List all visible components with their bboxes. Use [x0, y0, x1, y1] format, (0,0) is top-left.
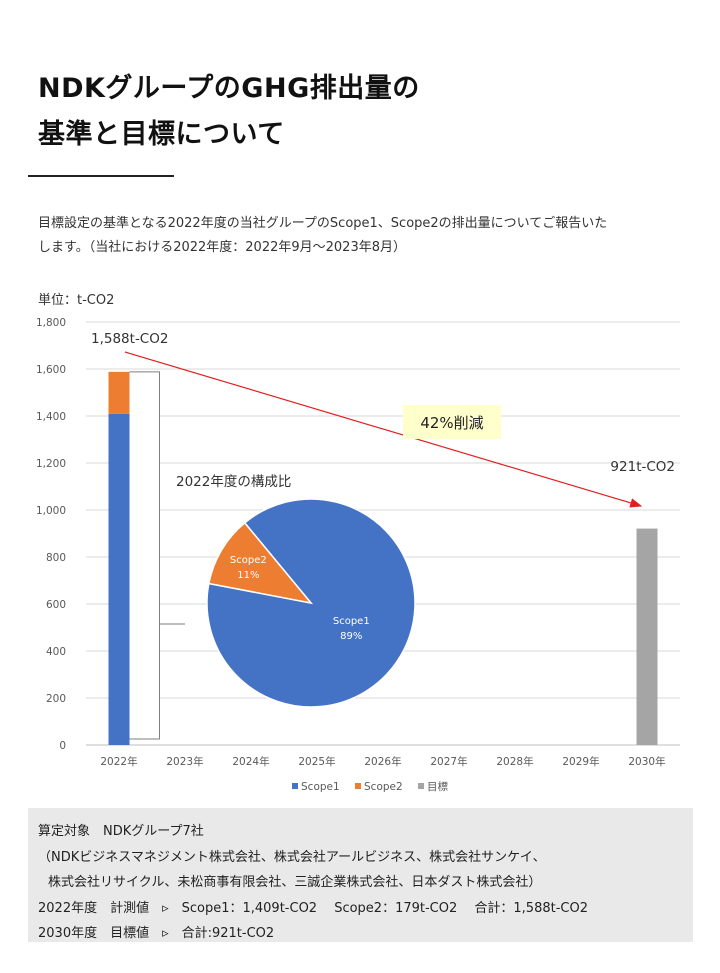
- legend-label: Scope1: [301, 781, 340, 793]
- unit-label: 単位：t-CO2: [38, 293, 115, 308]
- pie-title: 2022年度の構成比: [176, 474, 291, 490]
- pie-chart: 2022年度の構成比 Scope1 89% Scope2 11%: [176, 474, 416, 708]
- legend-swatch-Scope1: [292, 783, 298, 789]
- pie-slice-Scope2: [207, 521, 313, 605]
- legend-swatch-目標: [418, 783, 424, 789]
- x-tick-label: 2028年: [496, 755, 533, 768]
- page-title: NDKグループのGHG排出量の 基準と目標について: [38, 66, 420, 158]
- emissions-chart: 0 200 400 600 800 1,000 1,200 1,400 1,600 1,800 2…: [36, 317, 680, 793]
- y-tick-label: 1,800: [36, 317, 66, 329]
- pie-label-percent: 89%: [340, 631, 362, 642]
- legend-label: Scope2: [364, 781, 403, 793]
- x-tick-label: 2029年: [562, 755, 599, 768]
- legend: Scope1 Scope2 目標: [292, 780, 448, 793]
- x-tick-label: 2025年: [298, 755, 335, 768]
- info-line-4: 2022年度 計測値 ▹ Scope1：1,409t-CO2 Scope2：17…: [38, 900, 588, 916]
- y-tick-label: 1,000: [36, 505, 66, 517]
- start-value-label: 1,588t-CO2: [91, 331, 168, 347]
- intro-line-1: 目標設定の基準となる2022年度の当社グループのScope1、Scope2の排出…: [38, 216, 608, 231]
- x-tick-label: 2027年: [430, 755, 467, 768]
- legend-swatch-Scope2: [355, 783, 361, 789]
- legend-label: 目標: [427, 780, 448, 793]
- pie-label-name: Scope2: [230, 555, 267, 566]
- x-tick-label: 2024年: [232, 755, 269, 768]
- reduction-arrow: [124, 351, 643, 508]
- bar-callout-frame: [129, 371, 160, 740]
- y-tick-label: 800: [46, 552, 66, 564]
- reduction-badge: [403, 405, 501, 439]
- title-line-1: NDKグループのGHG排出量の: [38, 73, 420, 104]
- x-tick-label: 2023年: [166, 755, 203, 768]
- y-tick-label: 600: [46, 599, 66, 611]
- reduction-label: 42%削減: [420, 414, 483, 432]
- y-tick-label: 400: [46, 646, 66, 658]
- x-axis-ticks: 2022年 2023年 2024年 2025年 2026年 2027年 2028年 2029年…: [100, 755, 665, 768]
- intro-line-2: します。（当社における2022年度：2022年9月～2023年8月）: [38, 240, 406, 255]
- y-tick-label: 1,200: [36, 458, 66, 470]
- bar-Scope2: [108, 371, 130, 414]
- info-line-2: （NDKビジネスマネジメント株式会社、株式会社アールビジネス、株式会社サンケイ、: [38, 849, 546, 865]
- y-tick-label: 0: [59, 740, 66, 752]
- y-tick-label: 200: [46, 693, 66, 705]
- y-tick-label: 1,600: [36, 364, 66, 376]
- info-line-1: 算定対象 NDKグループ7社: [38, 824, 204, 839]
- annotations: 1,588t-CO2 921t-CO2 42%削減: [91, 331, 675, 740]
- x-tick-label: 2030年: [628, 755, 665, 768]
- title-underline: [28, 175, 174, 177]
- intro-paragraph: 目標設定の基準となる2022年度の当社グループのScope1、Scope2の排出…: [38, 212, 688, 260]
- info-line-5: 2030年度 目標値 ▹ 合計:921t-CO2: [38, 926, 275, 941]
- bars: [108, 371, 658, 745]
- calculation-info-box: 算定対象 NDKグループ7社 （NDKビジネスマネジメント株式会社、株式会社アー…: [28, 808, 693, 942]
- x-tick-label: 2022年: [100, 755, 137, 768]
- pie-label-percent: 11%: [237, 570, 259, 581]
- target-value-label: 921t-CO2: [610, 459, 675, 475]
- bar-目標: [636, 528, 658, 745]
- info-line-3: 株式会社リサイクル、未松商事有限会社、三誠企業株式会社、日本ダスト株式会社）: [48, 875, 542, 890]
- pie-label-name: Scope1: [333, 616, 370, 627]
- y-tick-label: 1,400: [36, 411, 66, 423]
- title-line-2: 基準と目標について: [38, 119, 285, 150]
- y-axis-ticks: 0 200 400 600 800 1,000 1,200 1,400 1,600 1,800: [36, 317, 66, 752]
- x-tick-label: 2026年: [364, 755, 401, 768]
- bar-Scope1: [108, 413, 130, 745]
